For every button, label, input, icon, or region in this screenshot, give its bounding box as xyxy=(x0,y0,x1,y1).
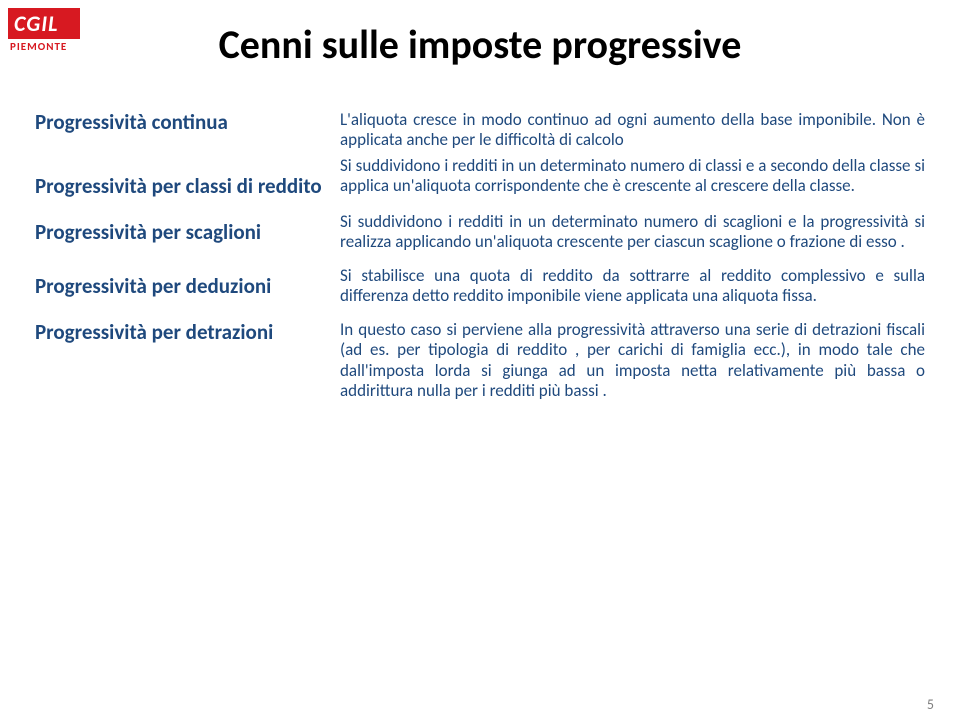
slide-title: Cenni sulle imposte progressive xyxy=(0,20,960,69)
heading-classi: Progressività per classi di reddito xyxy=(35,174,330,198)
body-continua: L'aliquota cresce in modo continuo ad og… xyxy=(340,110,925,150)
row-scaglioni: Progressività per scaglioni Si suddivido… xyxy=(35,212,925,252)
row-deduzioni: Progressività per deduzioni Si stabilisc… xyxy=(35,266,925,306)
heading-deduzioni: Progressività per deduzioni xyxy=(35,274,330,298)
body-scaglioni: Si suddividono i redditi in un determina… xyxy=(340,212,925,252)
page-number: 5 xyxy=(927,696,934,713)
content-area: Progressività continua L'aliquota cresce… xyxy=(35,110,925,401)
body-deduzioni: Si stabilisce una quota di reddito da so… xyxy=(340,266,925,306)
heading-scaglioni: Progressività per scaglioni xyxy=(35,220,330,244)
row-detrazioni: Progressività per detrazioni In questo c… xyxy=(35,320,925,400)
body-detrazioni: In questo caso si perviene alla progress… xyxy=(340,320,925,400)
heading-detrazioni: Progressività per detrazioni xyxy=(35,320,330,344)
body-classi: Si suddividono i redditi in un determina… xyxy=(340,156,925,196)
row-continua: Progressività continua L'aliquota cresce… xyxy=(35,110,925,150)
row-classi: Progressività per classi di reddito Si s… xyxy=(35,156,925,198)
heading-continua: Progressività continua xyxy=(35,110,330,134)
